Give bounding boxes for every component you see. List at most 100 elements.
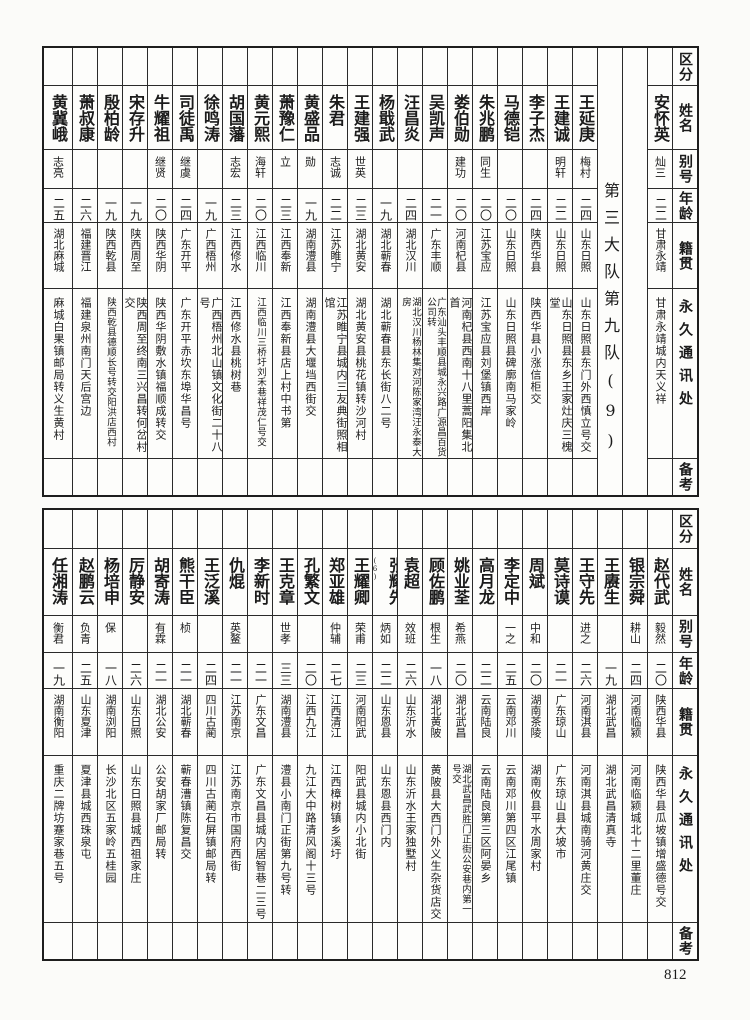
name-cell: 银宗舜 <box>623 549 647 616</box>
header-age-text: 年龄 <box>677 190 693 221</box>
alias-cell-text: 英鳌 <box>228 622 242 644</box>
name-cell: 王守先 <box>573 549 597 616</box>
age-cell-text: 二五 <box>51 197 66 221</box>
age-cell-text: 二一 <box>253 662 268 686</box>
age-cell: 二一 <box>173 653 197 689</box>
age-cell: 一八 <box>423 653 447 689</box>
alias-cell: 耕山 <box>623 616 647 653</box>
header-alias: 别号 <box>673 616 697 653</box>
age-cell-text: 二二 <box>378 662 393 686</box>
table-row: 汪昌炎 二四 湖北汉川 湖北汉川杨林集对河陈家湾汪永泰大房 <box>397 48 422 495</box>
remark-cell <box>573 459 597 495</box>
address-cell: 湖北蕲春县东长街八二号 <box>373 289 397 459</box>
alias-cell: 仲辅 <box>323 616 347 653</box>
division-cell <box>598 510 622 549</box>
address-cell-text: 江苏南京市国府西街 <box>229 764 242 872</box>
alias-cell-text: 耕山 <box>628 622 642 644</box>
address-cell: 山东日照县东乡王家灶庆三槐堂 <box>548 289 572 459</box>
alias-cell <box>373 150 397 189</box>
name-cell-text: 张耀先(6) <box>373 557 397 605</box>
alias-cell <box>73 150 97 189</box>
table-row: 银宗舜 耕山 二四 河南临颍 河南临颍城北十二里董庄 <box>622 510 647 959</box>
address-cell-text: 黄陂县大西门外义生杂货店交 <box>429 764 442 920</box>
address-cell-text: 重庆二牌坊蹇家巷五号 <box>52 764 65 884</box>
address-cell: 江西临川三桥圩刘禾巷祥茂仁号交 <box>248 289 272 459</box>
native-place-cell-text: 江苏南京 <box>229 694 242 738</box>
name-cell: 李新时 <box>248 549 272 616</box>
age-cell: 二四 <box>173 189 197 223</box>
header-native-place: 籍贯 <box>673 689 697 756</box>
table-row: 王泛溪 二四 四川古蔺 四川古蔺石屏镇邮局转 <box>197 510 222 959</box>
native-place-cell-text: 山东日照 <box>504 228 517 272</box>
age-cell: 二〇 <box>448 653 472 689</box>
native-place-cell: 江西临川 <box>248 223 272 289</box>
name-cell-text: 王守先 <box>576 557 595 605</box>
alias-cell-text: 桢 <box>178 622 192 633</box>
age-cell-text: 二〇 <box>303 662 318 686</box>
native-place-cell: 江西九江 <box>298 689 322 756</box>
name-cell: 赵代武 <box>648 549 672 616</box>
name-cell: 熊干臣 <box>173 549 197 616</box>
table-row: 王赓生 一九 湖北武昌 湖北武昌清真寺 <box>597 510 622 959</box>
name-cell-text: 杨培申 <box>101 557 120 605</box>
native-place-cell: 江苏睢宁 <box>323 223 347 289</box>
age-cell-text: 一九 <box>128 197 143 221</box>
address-cell: 湖南澧县大堰垱西街交 <box>298 289 322 459</box>
remark-cell <box>598 923 622 959</box>
table-row: 李新时 二一 广东文昌 广东文昌县城内居智巷二三号 <box>247 510 272 959</box>
native-place-cell-text: 陕西乾县 <box>104 228 117 272</box>
header-name-text: 姓名 <box>677 102 693 133</box>
native-place-cell: 湖南衡阳 <box>44 689 72 756</box>
alias-cell-text: 志宏 <box>228 156 242 178</box>
address-cell: 麻城白果镇邮局转义生黄村 <box>44 289 72 459</box>
remark-cell <box>148 459 172 495</box>
address-cell: 山东沂水王家独墅村 <box>398 756 422 923</box>
age-cell-text: 二三 <box>228 197 243 221</box>
address-cell: 陕西周至终南三兴昌转何岔村交 <box>123 289 147 459</box>
age-cell: 二二 <box>548 189 572 223</box>
native-place-cell: 广东开平 <box>173 223 197 289</box>
alias-cell: 希燕 <box>448 616 472 653</box>
name-cell-text: 杨戢武 <box>376 94 395 142</box>
age-cell-text: 二〇 <box>528 662 543 686</box>
age-cell: 二五 <box>73 653 97 689</box>
native-place-cell-text: 山东日照 <box>129 694 142 738</box>
address-cell-text: 广东琼山县大坡市 <box>554 764 567 860</box>
name-cell: 汪昌炎 <box>398 86 422 150</box>
alias-cell-text: 继贤 <box>153 156 167 178</box>
age-cell-text: 二一 <box>228 662 243 686</box>
name-cell: 王建诚 <box>548 86 572 150</box>
name-cell-text: 银宗舜 <box>626 557 645 605</box>
table-row: 王耀卿 荣甫 二三 河南阳武 阳武县城内小北街 <box>347 510 372 959</box>
address-cell: 湖北汉川杨林集对河陈家湾汪永泰大房 <box>398 289 422 459</box>
address-cell-text: 湖北黄安县桃花镇转沙河村 <box>354 297 367 441</box>
table-row: 任湘涛 衡君 一九 湖南衡阳 重庆二牌坊蹇家巷五号 <box>44 510 72 959</box>
remark-cell <box>623 923 647 959</box>
header-alias-text: 别号 <box>677 619 693 649</box>
address-cell-text: 山东日照县东乡王家灶庆三槐堂 <box>548 297 572 453</box>
header-division-text: 区分 <box>677 514 693 544</box>
name-cell-text: 黄盛品 <box>301 94 320 142</box>
alias-cell-text: 立 <box>278 156 292 167</box>
age-cell: 二四 <box>623 653 647 689</box>
age-cell: 二四 <box>198 653 222 689</box>
address-cell-text: 江西临川三桥圩刘禾巷祥茂仁号交 <box>255 297 266 447</box>
age-cell: 一九 <box>123 189 147 223</box>
name-cell: 王克章 <box>273 549 297 616</box>
address-cell-text: 河南淇县城南骑河黄庄交 <box>579 764 592 896</box>
age-cell: 二四 <box>398 189 422 223</box>
name-cell-text: 厉静安 <box>126 557 145 605</box>
header-age: 年龄 <box>673 653 697 689</box>
native-place-cell: 陕西华县 <box>523 223 547 289</box>
remark-cell <box>648 923 672 959</box>
address-cell-text: 麻城白果镇邮局转义生黄村 <box>52 297 65 441</box>
name-cell-text: 汪昌炎 <box>401 94 420 142</box>
native-place-cell-text: 江西清江 <box>329 694 342 738</box>
address-cell: 重庆二牌坊蹇家巷五号 <box>44 756 72 923</box>
native-place-cell: 山东恩县 <box>373 689 397 756</box>
age-cell: 二二 <box>473 653 497 689</box>
table-row: 袁超 效班 二六 山东沂水 山东沂水王家独墅村 <box>397 510 422 959</box>
age-cell-text: 二六 <box>578 662 593 686</box>
native-place-cell-text: 福建晋江 <box>79 228 92 272</box>
division-cell <box>523 48 547 86</box>
